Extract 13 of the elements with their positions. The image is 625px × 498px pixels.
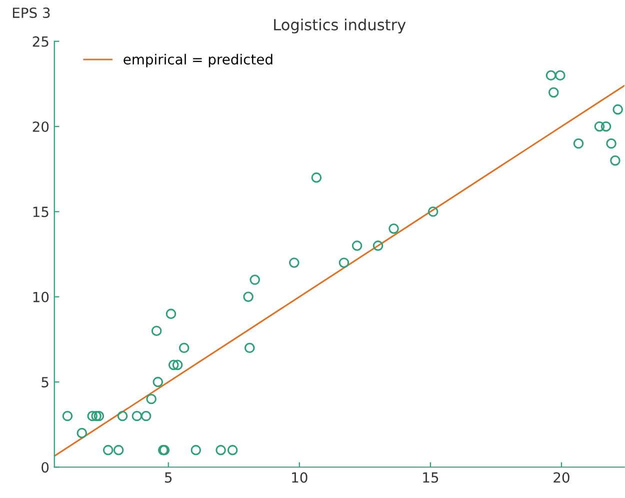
x-tick-label: 20 <box>554 472 570 483</box>
chart-title: Logistics industry <box>274 18 406 34</box>
y-tick-label: 20 <box>32 121 49 132</box>
y-tick-label: 0 <box>42 462 49 473</box>
y-tick-label: 5 <box>42 377 48 388</box>
y-tick-label: 10 <box>33 292 49 302</box>
y-tick-label: 25 <box>32 36 48 47</box>
y-tick-label: 15 <box>33 206 48 218</box>
x-tick-label: 5 <box>165 472 172 483</box>
x-tick-label: 15 <box>423 472 438 483</box>
y-axis-title: EPS 3 <box>12 8 50 18</box>
legend-label: empirical = predicted <box>124 54 272 68</box>
x-tick-label: 10 <box>292 472 308 483</box>
